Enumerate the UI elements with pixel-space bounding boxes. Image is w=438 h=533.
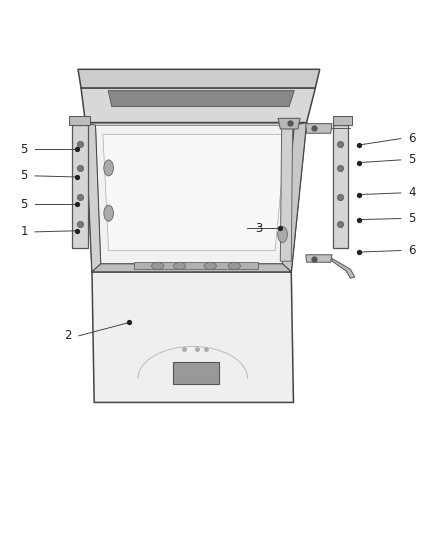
Polygon shape <box>134 262 258 269</box>
Polygon shape <box>306 255 332 262</box>
Text: 3: 3 <box>255 222 262 235</box>
Polygon shape <box>278 118 300 129</box>
Ellipse shape <box>104 205 113 221</box>
Text: 4: 4 <box>408 187 416 199</box>
Polygon shape <box>85 123 101 272</box>
Text: 5: 5 <box>21 198 28 211</box>
Polygon shape <box>92 272 293 402</box>
Text: 2: 2 <box>64 329 72 342</box>
Ellipse shape <box>104 160 113 176</box>
Polygon shape <box>306 124 332 133</box>
Ellipse shape <box>152 263 164 269</box>
Ellipse shape <box>278 227 287 243</box>
Ellipse shape <box>228 263 240 269</box>
Polygon shape <box>333 116 352 125</box>
Polygon shape <box>95 125 294 264</box>
Polygon shape <box>69 116 90 125</box>
Polygon shape <box>108 91 294 107</box>
Polygon shape <box>173 362 219 384</box>
Text: 5: 5 <box>21 169 28 182</box>
Ellipse shape <box>204 263 216 269</box>
Polygon shape <box>283 123 307 272</box>
Text: 1: 1 <box>20 225 28 238</box>
Polygon shape <box>72 125 88 248</box>
Ellipse shape <box>173 263 186 269</box>
Text: 5: 5 <box>408 212 415 225</box>
Polygon shape <box>81 88 315 123</box>
Polygon shape <box>332 259 355 278</box>
Polygon shape <box>333 125 348 248</box>
Text: 5: 5 <box>408 154 415 166</box>
Polygon shape <box>78 69 320 88</box>
Text: 6: 6 <box>408 132 416 145</box>
Polygon shape <box>280 128 293 261</box>
Polygon shape <box>103 134 286 251</box>
Polygon shape <box>92 264 291 272</box>
Polygon shape <box>85 123 307 272</box>
Text: 6: 6 <box>408 244 416 257</box>
Text: 5: 5 <box>21 143 28 156</box>
